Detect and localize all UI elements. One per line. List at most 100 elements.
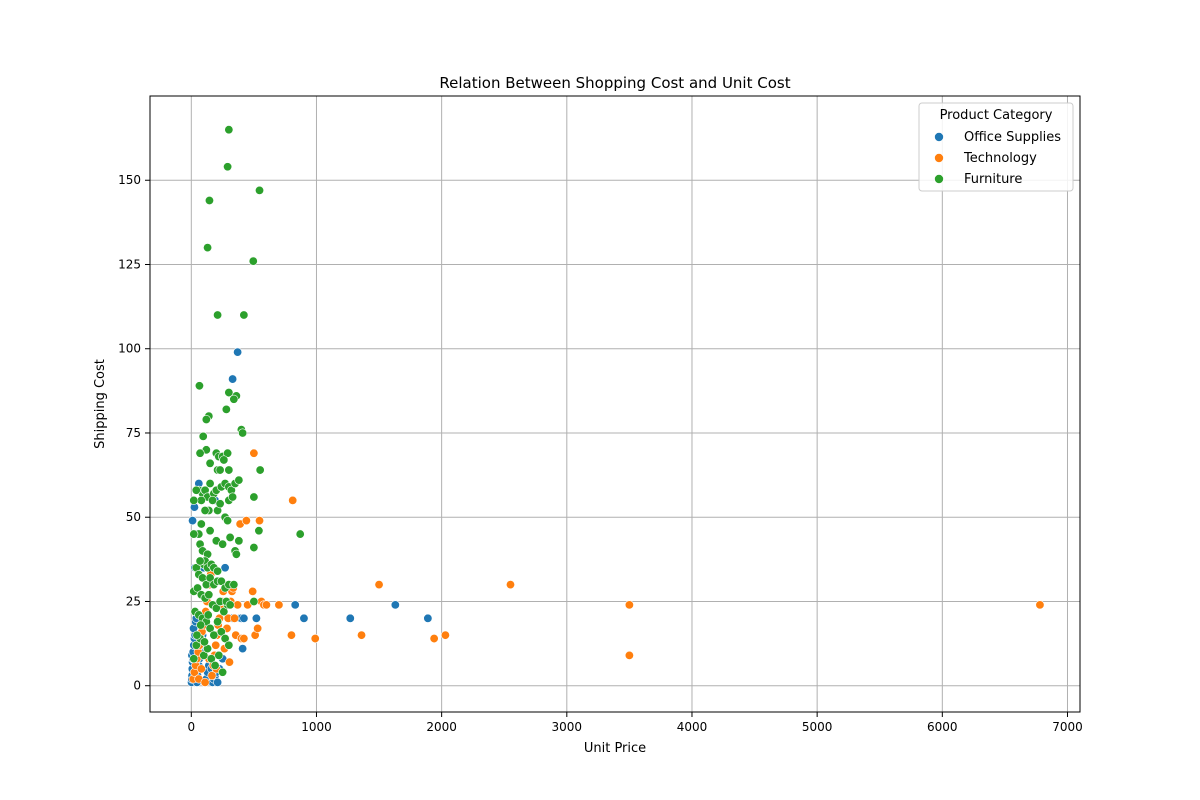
data-point bbox=[624, 650, 634, 660]
data-point bbox=[310, 634, 320, 644]
data-point bbox=[249, 492, 259, 502]
data-point bbox=[189, 495, 199, 505]
data-point bbox=[200, 677, 210, 687]
data-point bbox=[205, 623, 215, 633]
data-point bbox=[295, 529, 305, 539]
data-point bbox=[218, 667, 228, 677]
x-tick-label: 2000 bbox=[426, 720, 457, 734]
data-point bbox=[228, 492, 238, 502]
data-point bbox=[238, 644, 248, 654]
data-point bbox=[290, 600, 300, 610]
data-point bbox=[255, 465, 265, 475]
data-point bbox=[505, 580, 515, 590]
x-tick-label: 4000 bbox=[677, 720, 708, 734]
data-point bbox=[208, 495, 218, 505]
data-point bbox=[225, 600, 235, 610]
data-point bbox=[229, 394, 239, 404]
y-tick-label: 75 bbox=[126, 426, 141, 440]
data-point bbox=[254, 526, 264, 536]
data-point bbox=[223, 516, 233, 526]
data-point bbox=[249, 448, 259, 458]
legend-label: Furniture bbox=[964, 172, 1022, 187]
data-point bbox=[357, 630, 367, 640]
y-axis-label: Shipping Cost bbox=[93, 359, 108, 449]
x-tick-label: 7000 bbox=[1052, 720, 1083, 734]
data-point bbox=[234, 536, 244, 546]
legend-marker bbox=[934, 174, 944, 184]
data-point bbox=[233, 600, 243, 610]
data-point bbox=[239, 613, 249, 623]
x-tick-label: 6000 bbox=[927, 720, 958, 734]
data-point bbox=[253, 623, 263, 633]
y-tick-label: 50 bbox=[126, 510, 141, 524]
y-tick-label: 125 bbox=[118, 257, 141, 271]
data-point bbox=[390, 600, 400, 610]
data-point bbox=[225, 532, 235, 542]
data-point bbox=[189, 529, 199, 539]
data-point bbox=[189, 654, 199, 664]
data-point bbox=[200, 505, 210, 515]
data-point bbox=[195, 448, 205, 458]
data-point bbox=[209, 630, 219, 640]
data-point bbox=[211, 603, 221, 613]
y-axis-ticks: 0 25 50 75 100 125 150 bbox=[118, 173, 150, 693]
x-tick-label: 5000 bbox=[802, 720, 833, 734]
data-point bbox=[274, 600, 284, 610]
data-point bbox=[215, 499, 225, 509]
data-point bbox=[228, 374, 238, 384]
x-tick-label: 3000 bbox=[552, 720, 583, 734]
x-axis-label: Unit Price bbox=[584, 741, 646, 756]
data-point bbox=[194, 381, 204, 391]
data-point bbox=[440, 630, 450, 640]
data-point bbox=[345, 613, 355, 623]
y-tick-label: 150 bbox=[118, 173, 141, 187]
data-point bbox=[216, 627, 226, 637]
data-point bbox=[192, 630, 202, 640]
legend-marker bbox=[934, 153, 944, 163]
data-point bbox=[191, 485, 201, 495]
legend-items: Office Supplies Technology Furniture bbox=[934, 130, 1061, 187]
data-point bbox=[261, 600, 271, 610]
data-point bbox=[188, 516, 198, 526]
data-point bbox=[211, 640, 221, 650]
grid-lines bbox=[150, 96, 1080, 712]
data-point bbox=[205, 573, 215, 583]
data-point bbox=[214, 650, 224, 660]
x-tick-label: 1000 bbox=[301, 720, 332, 734]
data-point bbox=[213, 310, 223, 320]
data-point bbox=[224, 465, 234, 475]
data-point bbox=[196, 495, 206, 505]
x-tick-label: 0 bbox=[187, 720, 195, 734]
data-point bbox=[221, 404, 231, 414]
data-point bbox=[191, 640, 201, 650]
data-point bbox=[204, 195, 214, 205]
data-points bbox=[187, 125, 1045, 687]
data-point bbox=[223, 448, 233, 458]
data-point bbox=[196, 519, 206, 529]
data-point bbox=[199, 637, 209, 647]
data-point bbox=[299, 613, 309, 623]
data-point bbox=[224, 640, 234, 650]
x-axis-ticks: 0 1000 2000 3000 4000 5000 6000 7000 bbox=[187, 712, 1083, 734]
data-point bbox=[219, 607, 229, 617]
data-point bbox=[231, 549, 241, 559]
data-point bbox=[201, 415, 211, 425]
data-point bbox=[624, 600, 634, 610]
data-point bbox=[238, 428, 248, 438]
data-point bbox=[196, 664, 206, 674]
data-point bbox=[203, 610, 213, 620]
data-point bbox=[205, 526, 215, 536]
y-tick-label: 100 bbox=[118, 342, 141, 356]
data-point bbox=[429, 634, 439, 644]
data-point bbox=[205, 458, 215, 468]
legend-frame bbox=[918, 102, 1074, 192]
data-point bbox=[207, 671, 217, 681]
data-point bbox=[239, 634, 249, 644]
data-point bbox=[249, 543, 259, 553]
chart-title: Relation Between Shopping Cost and Unit … bbox=[439, 74, 790, 92]
y-tick-label: 25 bbox=[126, 594, 141, 608]
data-point bbox=[213, 677, 223, 687]
data-point bbox=[248, 256, 258, 266]
data-point bbox=[223, 162, 233, 172]
data-point bbox=[220, 563, 230, 573]
